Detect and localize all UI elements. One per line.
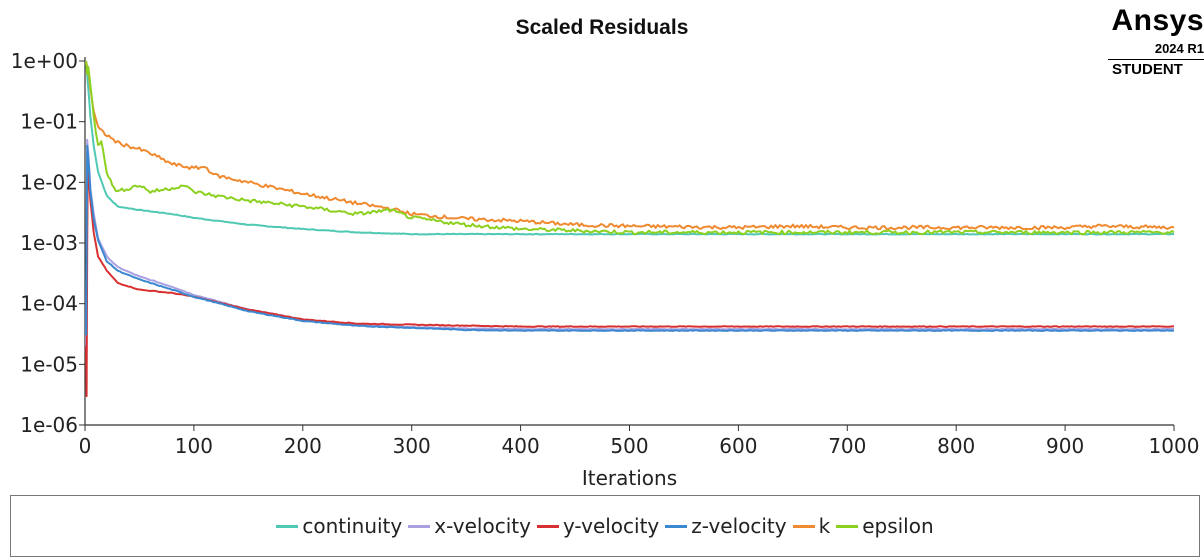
series-line-epsilon [85, 60, 1175, 236]
x-tick-label: 500 [610, 434, 648, 458]
y-tick-label: 1e+00 [11, 49, 78, 73]
x-tick-label: 0 [79, 434, 92, 458]
legend-swatch [276, 524, 299, 528]
legend-item-continuity: continuity [276, 514, 402, 538]
legend-item-z-velocity: z-velocity [665, 514, 787, 538]
ansys-logo: Ansys 2024 R1 STUDENT [1104, 4, 1204, 78]
x-tick-label: 300 [393, 434, 431, 458]
y-tick-label: 1e-06 [20, 413, 78, 437]
logo-divider [1108, 59, 1204, 60]
legend-item-x-velocity: x-velocity [408, 514, 531, 538]
legend-label: y-velocity [562, 514, 660, 538]
chart-title: Scaled Residuals [515, 16, 689, 39]
chart-legend: continuity x-velocity y-velocity z-velocity… [10, 495, 1200, 557]
legend-label: epsilon [862, 514, 934, 538]
y-tick-label: 1e-01 [20, 110, 78, 134]
legend-label: z-velocity [691, 514, 787, 538]
logo-brand: Ansys [1111, 4, 1204, 37]
y-tick-label: 1e-02 [20, 170, 78, 194]
x-tick-label: 800 [937, 434, 975, 458]
legend-swatch [665, 524, 688, 528]
x-axis-label: Iterations [582, 466, 677, 490]
x-tick-label: 100 [175, 434, 213, 458]
legend-label: x-velocity [434, 514, 531, 538]
legend-label: continuity [302, 514, 403, 538]
legend-label: k [818, 514, 831, 538]
x-tick-label: 600 [719, 434, 757, 458]
y-tick-label: 1e-05 [20, 352, 78, 376]
logo-edition: STUDENT [1112, 61, 1183, 78]
legend-swatch [836, 524, 859, 528]
x-tick-label: 900 [1046, 434, 1084, 458]
x-tick-label: 400 [502, 434, 540, 458]
series-line-y-velocity [85, 163, 1175, 398]
legend-item-y-velocity: y-velocity [536, 514, 660, 538]
series-line-x-velocity [85, 138, 1175, 347]
y-tick-label: 1e-04 [20, 292, 78, 316]
residuals-plot: 1e+00 1e-01 1e-02 1e-03 1e-04 1e-05 1e-060 100 2… [11, 49, 1200, 490]
x-tick-label: 1000 [1149, 434, 1200, 458]
legend-swatch [536, 524, 559, 528]
legend-swatch [792, 524, 815, 528]
x-tick-label: 700 [828, 434, 866, 458]
y-tick-label: 1e-03 [20, 231, 78, 255]
legend-swatch [408, 524, 431, 528]
series-line-continuity [85, 60, 1175, 236]
x-tick-label: 200 [284, 434, 322, 458]
series-line-k [85, 60, 1175, 231]
legend-item-epsilon: epsilon [836, 514, 934, 538]
logo-version: 2024 R1 [1154, 41, 1204, 56]
legend-item-k: k [792, 514, 831, 538]
series-line-z-velocity [85, 144, 1174, 336]
